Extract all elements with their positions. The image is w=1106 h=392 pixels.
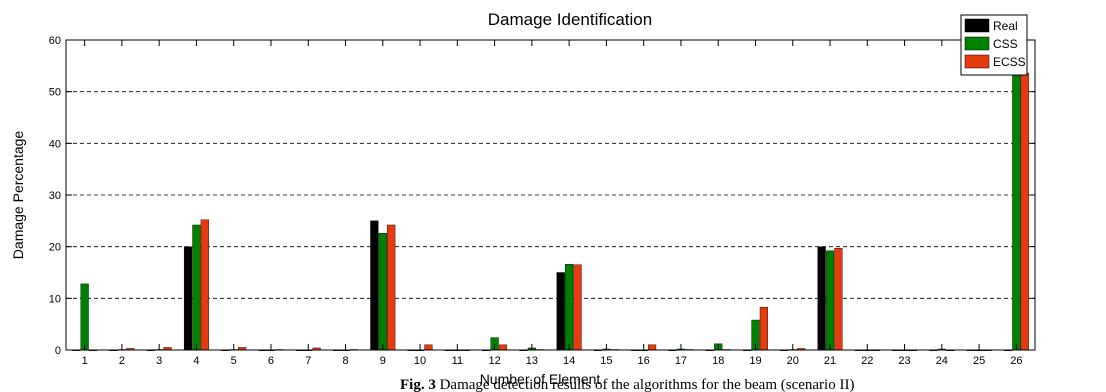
bar-ecss-19	[759, 306, 768, 351]
chart-title: Damage Identification	[488, 10, 652, 29]
bar-ecss-14	[573, 264, 582, 351]
y-tick-label: 0	[55, 345, 61, 357]
bar-ecss-21	[834, 248, 843, 351]
bar-css-26	[1012, 67, 1021, 351]
x-tick-label: 11	[452, 355, 463, 367]
legend-label-real: Real	[993, 19, 1018, 33]
x-tick-label: 20	[787, 355, 799, 367]
x-tick-label: 15	[600, 355, 612, 367]
legend: Real CSS ECSS	[960, 14, 1028, 76]
y-axis-label: Damage Percentage	[10, 131, 26, 260]
x-tick-label: 6	[268, 355, 274, 367]
bar-css-4	[192, 224, 201, 351]
bar-ecss-4	[200, 219, 209, 351]
x-tick-label: 26	[1010, 355, 1022, 367]
x-tick-label: 2	[119, 355, 125, 367]
y-tick-label: 20	[49, 242, 61, 254]
legend-label-ecss: ECSS	[993, 55, 1026, 69]
bar-ecss-12	[498, 344, 508, 351]
legend-swatch-css	[964, 36, 990, 51]
x-tick-label: 16	[638, 355, 650, 367]
x-tick-label: 5	[231, 355, 237, 367]
y-tick-label: 60	[49, 35, 61, 47]
x-tick-label: 8	[342, 355, 348, 367]
x-tick-label: 14	[563, 355, 575, 367]
legend-swatch-real	[964, 18, 990, 33]
bar-css-21	[825, 250, 835, 351]
y-tick-label: 50	[49, 87, 61, 99]
y-tick-label: 10	[49, 293, 61, 305]
bars	[72, 67, 1029, 352]
x-tick-label: 17	[675, 355, 687, 367]
bar-real-14	[556, 272, 565, 351]
y-tick-labels: 0 10 20 30 40 50 60	[49, 35, 61, 357]
caption-text: Damage detection results of the algorith…	[436, 377, 855, 392]
x-tick-label: 24	[936, 355, 948, 367]
bar-css-9	[378, 233, 387, 351]
x-tick-label: 22	[861, 355, 873, 367]
y-tick-label: 40	[49, 138, 61, 150]
bar-real-4	[183, 246, 193, 351]
figure-caption: Fig. 3 Damage detection results of the a…	[400, 377, 854, 392]
bar-ecss-9	[387, 224, 396, 351]
legend-swatch-ecss	[964, 54, 990, 69]
x-tick-label: 18	[712, 355, 724, 367]
x-tick-label: 9	[380, 355, 386, 367]
x-tick-label: 19	[749, 355, 761, 367]
x-axis-label: Number of Element	[480, 371, 601, 387]
x-tick-label: 25	[973, 355, 985, 367]
y-tick-label: 30	[49, 190, 61, 202]
bar-css-14	[565, 264, 574, 351]
axes	[65, 39, 1036, 351]
bar-ecss-10	[424, 344, 433, 351]
bar-css-1	[80, 283, 89, 351]
x-tick-label: 4	[193, 355, 199, 367]
grid-lines	[66, 91, 1035, 299]
x-tick-label: 3	[156, 355, 162, 367]
caption-label: Fig. 3	[400, 377, 436, 392]
x-tick-label: 13	[526, 355, 538, 367]
x-tick-label: 7	[305, 355, 311, 367]
x-tick-label: 12	[488, 355, 500, 367]
x-tick-labels: 1 2 3 4 5 6 7 8 9 10 11 12 13 14 15 16 17 18 19 20 21 22 23 24 2…	[82, 355, 1023, 367]
x-tick-label: 1	[82, 355, 88, 367]
bar-real-9	[370, 220, 379, 351]
x-tick-label: 10	[414, 355, 426, 367]
bar-real-21	[817, 246, 826, 351]
bar-ecss-16	[647, 344, 657, 351]
x-tick-label: 21	[824, 355, 836, 367]
x-tick-label: 23	[898, 355, 910, 367]
bar-ecss-26	[1020, 72, 1029, 351]
legend-label-css: CSS	[993, 37, 1018, 51]
